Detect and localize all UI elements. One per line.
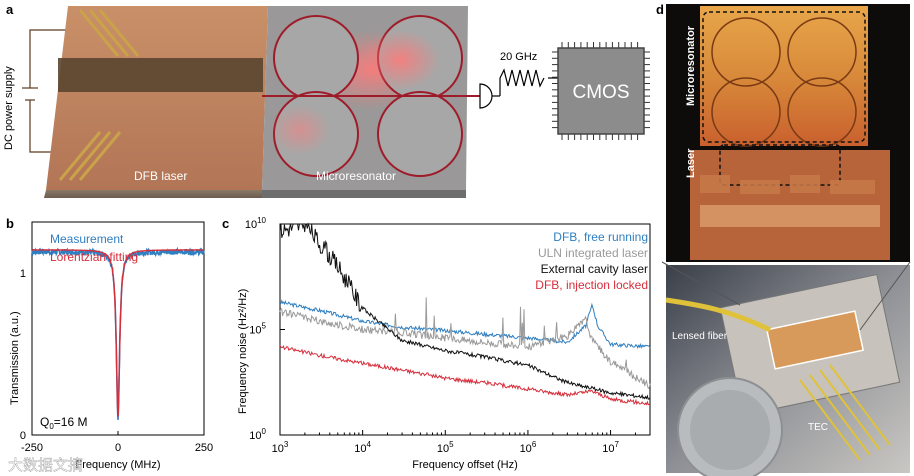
b-xtick-center: 0 [115,442,121,454]
cmos-chip: CMOS [552,42,650,140]
rf-link-coil [499,68,545,88]
c-xtick-label: 104 [354,440,371,455]
cmos-label: CMOS [573,82,630,103]
dfb-laser-label: DFB laser [134,169,187,183]
series-dfb-injection-locked [279,344,651,406]
microresonator-chip: Microresonator [262,6,480,198]
panel-label-c: c [222,216,229,231]
c-xtick-label: 106 [520,440,537,455]
c-xtick-label: 107 [602,440,619,455]
microresonator-photo-label: Microresonator [685,25,697,106]
photo-package-with-coin: Lensed fiber TEC [661,261,911,476]
panel-a: a DC power supply DFB laser [3,2,650,198]
dc-supply-label: DC power supply [3,66,15,150]
series-lorentzian [32,249,204,417]
b-ytick-1: 1 [20,268,26,280]
series-dfb-free-running [279,299,651,350]
series-uln-integrated-laser [279,297,651,390]
b-xlabel: Frequency (MHz) [76,459,161,471]
watermark: 大数据文摘 [8,456,83,474]
legend-lorentzian: Lorentzian fitting [50,250,138,264]
series-measurement [31,246,205,420]
c-tick-labels: 103 104 105 106 107 100 105 1010 [245,216,620,455]
rf-frequency-label: 20 GHz [500,51,537,63]
laser-photo-label: Laser [685,148,697,178]
lensed-fiber-label: Lensed fiber [672,331,728,342]
legend-dfb-free: DFB, free running [553,230,648,244]
c-ytick-label: 1010 [245,216,267,231]
c-xtick-label: 105 [437,440,454,455]
c-xtick-label: 103 [272,440,289,455]
microresonator-label: Microresonator [316,169,396,183]
quality-factor-annotation: Q0=16 M [40,415,87,431]
legend-ecl: External cavity laser [541,262,648,276]
legend-dfb-locked: DFB, injection locked [535,278,648,292]
photodetector [479,83,500,109]
panel-label-a: a [6,2,14,17]
b-ylabel: Transmission (a.u.) [9,311,21,405]
panel-d: d Microresonator Laser [656,2,911,476]
c-xlabel: Frequency offset (Hz) [412,459,518,471]
c-ytick-label: 105 [249,322,266,337]
b-ytick-0: 0 [20,430,26,442]
plot-c-area [279,222,651,436]
panel-label-b: b [6,216,14,231]
b-xtick-right: 250 [195,442,213,454]
panel-b: b Measurement Lorentzian fitting Q0=16 M… [6,216,213,471]
dfb-laser-chip: DFB laser [44,6,268,198]
tec-label: TEC [808,422,828,433]
plot-b-area [31,246,205,436]
panel-c: c DFB, free running ULN integrated laser… [222,216,651,471]
c-ytick-label: 100 [249,427,266,442]
c-ylabel: Frequency noise (Hz²/Hz) [237,289,249,414]
series-external-cavity-laser [279,222,651,400]
b-xtick-left: -250 [21,442,43,454]
photo-chip-assembly: Microresonator Laser [666,4,910,262]
legend-uln: ULN integrated laser [538,246,648,260]
legend-measurement: Measurement [50,232,124,246]
panel-label-d: d [656,2,664,17]
